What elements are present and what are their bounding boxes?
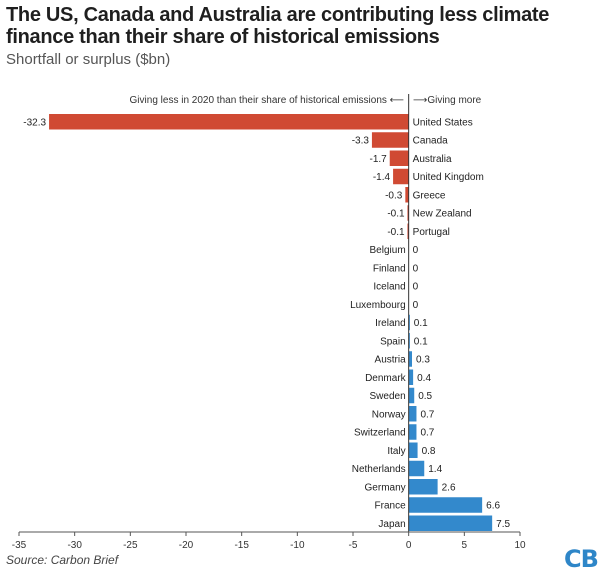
bar-ireland xyxy=(408,314,410,331)
category-label-germany: Germany xyxy=(365,482,406,493)
bar-greece xyxy=(405,187,409,203)
category-label-france: France xyxy=(375,501,407,512)
category-label-netherlands: Netherlands xyxy=(352,464,406,475)
annotation-giving-more: ⟶Giving more xyxy=(413,95,482,106)
category-label-sweden: Sweden xyxy=(370,391,406,402)
value-label-france: 6.6 xyxy=(486,501,500,512)
category-label-canada: Canada xyxy=(413,136,448,147)
value-label-italy: 0.8 xyxy=(422,446,436,457)
bar-italy xyxy=(408,442,418,458)
bar-japan xyxy=(408,515,493,531)
category-label-new-zealand: New Zealand xyxy=(413,209,472,220)
bar-austria xyxy=(408,351,413,367)
bar-spain xyxy=(408,333,410,349)
category-label-belgium: Belgium xyxy=(370,245,406,256)
category-label-ireland: Ireland xyxy=(375,318,406,329)
carbon-brief-logo[interactable]: CB xyxy=(564,545,599,573)
category-label-united-kingdom: United Kingdom xyxy=(413,172,484,183)
x-tick-label--20: -20 xyxy=(179,540,194,551)
category-label-united-states: United States xyxy=(413,117,473,128)
x-tick-label--35: -35 xyxy=(12,540,27,551)
category-label-australia: Australia xyxy=(413,154,452,165)
x-tick-label--25: -25 xyxy=(123,540,138,551)
value-label-denmark: 0.4 xyxy=(417,373,431,384)
value-label-iceland: 0 xyxy=(413,282,419,293)
x-tick-label--15: -15 xyxy=(234,540,249,551)
chart-title: The US, Canada and Australia are contrib… xyxy=(6,4,550,48)
bar-united-states xyxy=(49,114,409,130)
value-label-norway: 0.7 xyxy=(420,409,434,420)
category-label-austria: Austria xyxy=(375,355,407,366)
value-label-united-kingdom: -1.4 xyxy=(373,172,391,183)
value-label-netherlands: 1.4 xyxy=(428,464,442,475)
x-tick-label-5: 5 xyxy=(462,540,468,551)
bar-denmark xyxy=(408,369,414,385)
value-label-spain: 0.1 xyxy=(414,336,428,347)
source-note: Source: Carbon Brief xyxy=(6,553,119,567)
bar-switzerland xyxy=(408,424,417,440)
bar-portugal xyxy=(407,223,409,239)
x-tick-label-0: 0 xyxy=(406,540,412,551)
value-label-germany: 2.6 xyxy=(442,482,456,493)
category-label-norway: Norway xyxy=(372,409,406,420)
bar-netherlands xyxy=(408,460,425,477)
category-label-denmark: Denmark xyxy=(365,373,407,384)
category-label-japan: Japan xyxy=(378,519,405,530)
category-label-iceland: Iceland xyxy=(373,282,405,293)
bar-norway xyxy=(408,406,417,422)
category-label-luxembourg: Luxembourg xyxy=(350,300,406,311)
x-axis: -35 -30 -25 -20 -15 -10 -5 0 5 10 xyxy=(12,94,526,551)
value-label-sweden: 0.5 xyxy=(418,391,432,402)
value-label-finland: 0 xyxy=(413,263,419,274)
x-tick-label--10: -10 xyxy=(290,540,305,551)
value-label-australia: -1.7 xyxy=(370,154,388,165)
value-label-portugal: -0.1 xyxy=(387,227,405,238)
bar-canada xyxy=(371,132,409,148)
annotation-giving-less: Giving less in 2020 than their share of … xyxy=(130,95,404,106)
bar-germany xyxy=(408,479,438,495)
bars-group: -32.3 United States -3.3 Canada -1.7 Australi… xyxy=(23,114,511,531)
bar-united-kingdom xyxy=(393,168,409,185)
value-label-canada: -3.3 xyxy=(352,136,370,147)
bar-new-zealand xyxy=(407,205,409,221)
x-tick-label--30: -30 xyxy=(67,540,82,551)
value-label-austria: 0.3 xyxy=(416,355,430,366)
category-label-greece: Greece xyxy=(413,190,446,201)
x-tick-label--5: -5 xyxy=(349,540,358,551)
category-label-italy: Italy xyxy=(387,446,405,457)
category-label-spain: Spain xyxy=(380,336,406,347)
value-label-new-zealand: -0.1 xyxy=(387,209,405,220)
value-label-belgium: 0 xyxy=(413,245,419,256)
bar-sweden xyxy=(408,387,415,404)
bar-france xyxy=(408,497,483,513)
value-label-greece: -0.3 xyxy=(385,190,403,201)
value-label-luxembourg: 0 xyxy=(413,300,419,311)
value-label-ireland: 0.1 xyxy=(414,318,428,329)
x-tick-label-10: 10 xyxy=(514,540,526,551)
value-label-united-states: -32.3 xyxy=(23,117,46,128)
value-label-switzerland: 0.7 xyxy=(420,428,434,439)
category-label-finland: Finland xyxy=(373,263,406,274)
bar-australia xyxy=(389,150,409,166)
category-label-portugal: Portugal xyxy=(413,227,450,238)
value-label-japan: 7.5 xyxy=(496,519,510,530)
category-label-switzerland: Switzerland xyxy=(354,428,406,439)
chart-subtitle: Shortfall or surplus ($bn) xyxy=(6,51,171,68)
